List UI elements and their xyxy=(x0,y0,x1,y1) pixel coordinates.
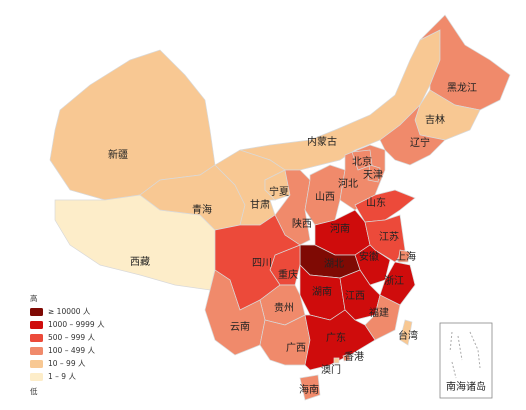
regions xyxy=(49,14,511,401)
legend-swatch xyxy=(30,334,43,342)
province-label: 山西 xyxy=(315,191,335,203)
province xyxy=(367,164,381,183)
province-label: 宁夏 xyxy=(269,185,289,198)
province-label: 海南 xyxy=(299,383,319,396)
province-label: 新疆 xyxy=(108,148,128,161)
province xyxy=(214,149,286,231)
province-label: 云南 xyxy=(230,320,250,333)
province-label: 广西 xyxy=(286,342,306,354)
inset-label: 南海诸岛 xyxy=(446,380,486,393)
inset-lines xyxy=(449,331,481,379)
province-label: 重庆 xyxy=(278,268,298,281)
province-label: 西藏 xyxy=(130,256,150,268)
legend-label: 1000 – 9999 人 xyxy=(48,320,105,329)
province xyxy=(351,149,373,171)
legend-swatch xyxy=(30,321,43,329)
province-label: 河南 xyxy=(330,222,350,235)
province xyxy=(264,169,291,201)
inset-frame xyxy=(439,322,493,399)
legend: 高 低 ≥ 10000 人 1000 – 9999 人 500 – 999 人 100… xyxy=(30,293,105,396)
legend-label: 10 – 99 人 xyxy=(48,359,86,368)
province-label: 吉林 xyxy=(425,113,445,126)
province xyxy=(304,309,376,371)
province-label: 湖南 xyxy=(312,285,332,298)
province-label: 内蒙古 xyxy=(307,135,337,148)
province-label: 天津 xyxy=(363,169,383,181)
province-label: 四川 xyxy=(252,258,272,269)
inset: 南海诸岛 xyxy=(439,322,493,399)
province xyxy=(397,249,411,263)
province-label: 青海 xyxy=(192,203,212,216)
province-label: 江苏 xyxy=(379,230,399,243)
province xyxy=(299,374,321,401)
province xyxy=(399,319,413,346)
legend-high: 高 xyxy=(30,293,38,303)
legend-label: 100 – 499 人 xyxy=(48,346,96,355)
province-label: 澳门 xyxy=(321,363,341,376)
legend-swatch xyxy=(30,360,43,368)
legend-label: 1 – 9 人 xyxy=(48,372,76,381)
legend-label: ≥ 10000 人 xyxy=(48,307,91,316)
province-label: 浙江 xyxy=(384,275,404,287)
legend-label: 500 – 999 人 xyxy=(48,333,96,342)
province-label: 台湾 xyxy=(398,329,418,342)
province-label: 北京 xyxy=(352,155,372,168)
legend-swatch xyxy=(30,347,43,355)
province xyxy=(342,353,351,362)
province-label: 安徽 xyxy=(359,250,379,263)
province xyxy=(333,357,340,364)
province-label: 黑龙江 xyxy=(447,81,477,94)
province xyxy=(274,169,311,246)
province-label: 山东 xyxy=(366,196,386,209)
province-label: 香港 xyxy=(344,351,364,363)
province xyxy=(379,104,446,166)
legend-swatch xyxy=(30,308,43,316)
province-label: 贵州 xyxy=(274,301,294,314)
province-label: 福建 xyxy=(369,306,389,319)
province-label: 甘肃 xyxy=(250,198,270,211)
province-label: 河北 xyxy=(338,178,358,190)
legend-swatch xyxy=(30,373,43,381)
province-label: 辽宁 xyxy=(410,136,430,149)
province-label: 上海 xyxy=(396,250,416,263)
legend-low: 低 xyxy=(30,386,38,396)
province-label: 湖北 xyxy=(324,258,344,270)
province-label: 广东 xyxy=(326,331,346,344)
province-label: 陕西 xyxy=(292,217,312,230)
province-label: 江西 xyxy=(345,290,365,302)
